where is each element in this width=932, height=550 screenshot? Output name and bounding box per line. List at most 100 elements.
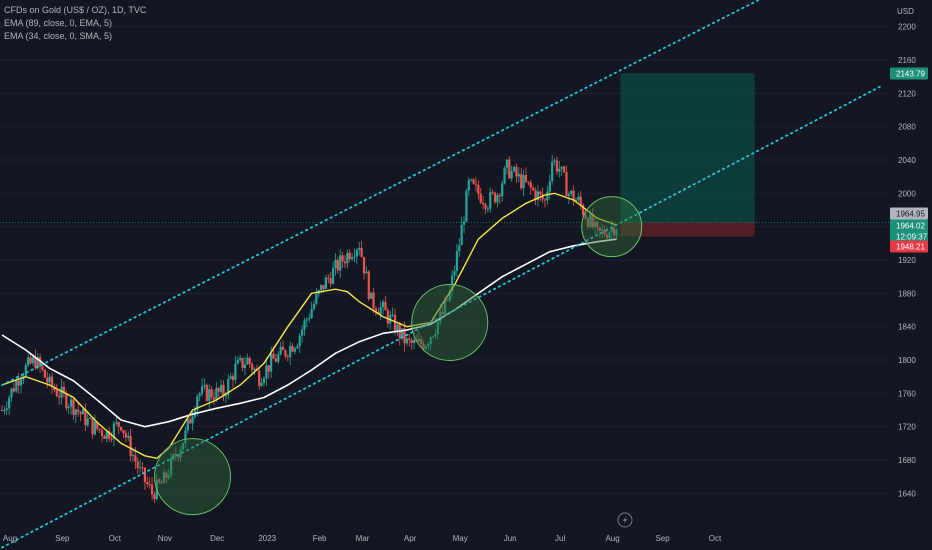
- candle-body: [460, 224, 463, 246]
- candle: [324, 274, 328, 290]
- candle: [29, 354, 32, 365]
- candle: [210, 386, 213, 401]
- candle: [565, 165, 568, 197]
- current-price-tag: 1964.02 12:09:37: [890, 219, 928, 244]
- candle: [286, 354, 289, 362]
- candle: [596, 220, 599, 234]
- price-tick-label: 1640: [898, 489, 916, 498]
- candle: [0, 405, 4, 412]
- candle-body: [162, 472, 166, 483]
- candle: [148, 477, 151, 489]
- candle: [160, 479, 163, 484]
- candle: [98, 428, 101, 434]
- candle: [8, 395, 11, 415]
- candle-body: [284, 350, 287, 357]
- price-axis[interactable]: 1640168017201760180018401880192019602000…: [898, 23, 916, 499]
- candle-body: [3, 410, 6, 412]
- entry-price-tag: 1964.95: [890, 207, 928, 220]
- candle: [381, 299, 385, 315]
- candle: [150, 477, 154, 501]
- candle: [479, 187, 482, 205]
- time-axis[interactable]: Aug Sep Oct Nov Dec 2023 Feb Mar Apr May Jun Jul Aug…: [3, 534, 722, 543]
- candle: [467, 177, 470, 197]
- candle-body: [546, 191, 549, 201]
- candle-body: [474, 183, 478, 185]
- candle-body: [527, 181, 530, 183]
- candle: [351, 252, 354, 262]
- candle: [89, 416, 92, 420]
- candle-body: [391, 314, 394, 316]
- candle-body: [412, 339, 416, 344]
- candle: [289, 341, 292, 366]
- candle-body: [34, 357, 37, 368]
- candle: [379, 301, 382, 320]
- candle-body: [10, 388, 13, 398]
- candle-body: [72, 399, 75, 415]
- candle-body: [191, 416, 194, 424]
- candle: [200, 378, 204, 397]
- candle: [424, 345, 428, 351]
- candle: [558, 161, 561, 178]
- candle: [265, 357, 268, 386]
- candle: [520, 167, 523, 191]
- candle: [548, 174, 551, 200]
- candle: [177, 455, 180, 462]
- candle: [543, 197, 547, 208]
- candle: [448, 285, 451, 303]
- candle-body: [136, 461, 139, 469]
- symbol-title[interactable]: CFDs on Gold (US$ / OZ), 1D, TVC: [4, 5, 147, 15]
- candle-body: [308, 317, 311, 320]
- candle-body: [586, 218, 590, 228]
- candle-body: [498, 195, 501, 197]
- candle: [522, 169, 525, 197]
- candle-body: [608, 232, 611, 239]
- candle: [181, 442, 185, 451]
- candle: [46, 371, 49, 388]
- candle: [343, 254, 347, 269]
- candle: [139, 459, 142, 473]
- candle: [198, 391, 201, 402]
- candle-body: [589, 214, 592, 228]
- lightning-icon[interactable]: [617, 512, 633, 528]
- candle-body: [436, 322, 439, 335]
- candle-body: [512, 166, 516, 172]
- candle-body: [443, 299, 447, 315]
- candle: [124, 429, 127, 442]
- candle: [562, 165, 566, 174]
- candle: [431, 335, 435, 339]
- candle: [591, 208, 594, 230]
- candle: [455, 243, 459, 278]
- candle: [365, 266, 368, 274]
- candle: [465, 188, 468, 223]
- candle: [603, 225, 606, 237]
- candle-body: [603, 229, 606, 235]
- candle-body: [167, 475, 170, 478]
- candle-body: [613, 227, 616, 236]
- candle-body: [277, 354, 280, 362]
- candle: [512, 165, 516, 173]
- candle: [103, 434, 106, 439]
- indicator-ema-89[interactable]: EMA (89, close, 0, EMA, 5): [4, 18, 113, 28]
- candle: [303, 317, 306, 336]
- candle: [112, 420, 116, 447]
- price-tick-label: 2040: [898, 156, 916, 165]
- candle-body: [189, 419, 192, 424]
- candle-body: [50, 376, 54, 388]
- price-tick-label: 2120: [898, 89, 916, 98]
- indicator-ema-34[interactable]: EMA (34, close, 0, SMA, 5): [4, 31, 113, 41]
- time-tick-label: Sep: [55, 534, 70, 543]
- candle-body: [324, 277, 328, 289]
- candle-body: [386, 310, 389, 324]
- candle: [579, 191, 582, 210]
- candle-body: [5, 408, 8, 411]
- candle-body: [270, 353, 273, 372]
- candle: [577, 192, 580, 202]
- candle: [231, 373, 235, 388]
- candle: [246, 353, 249, 365]
- candle-body: [210, 389, 213, 398]
- candle-body: [212, 397, 216, 400]
- candle: [532, 185, 535, 192]
- candle-body: [424, 346, 428, 349]
- price-tick-label: 2160: [898, 56, 916, 65]
